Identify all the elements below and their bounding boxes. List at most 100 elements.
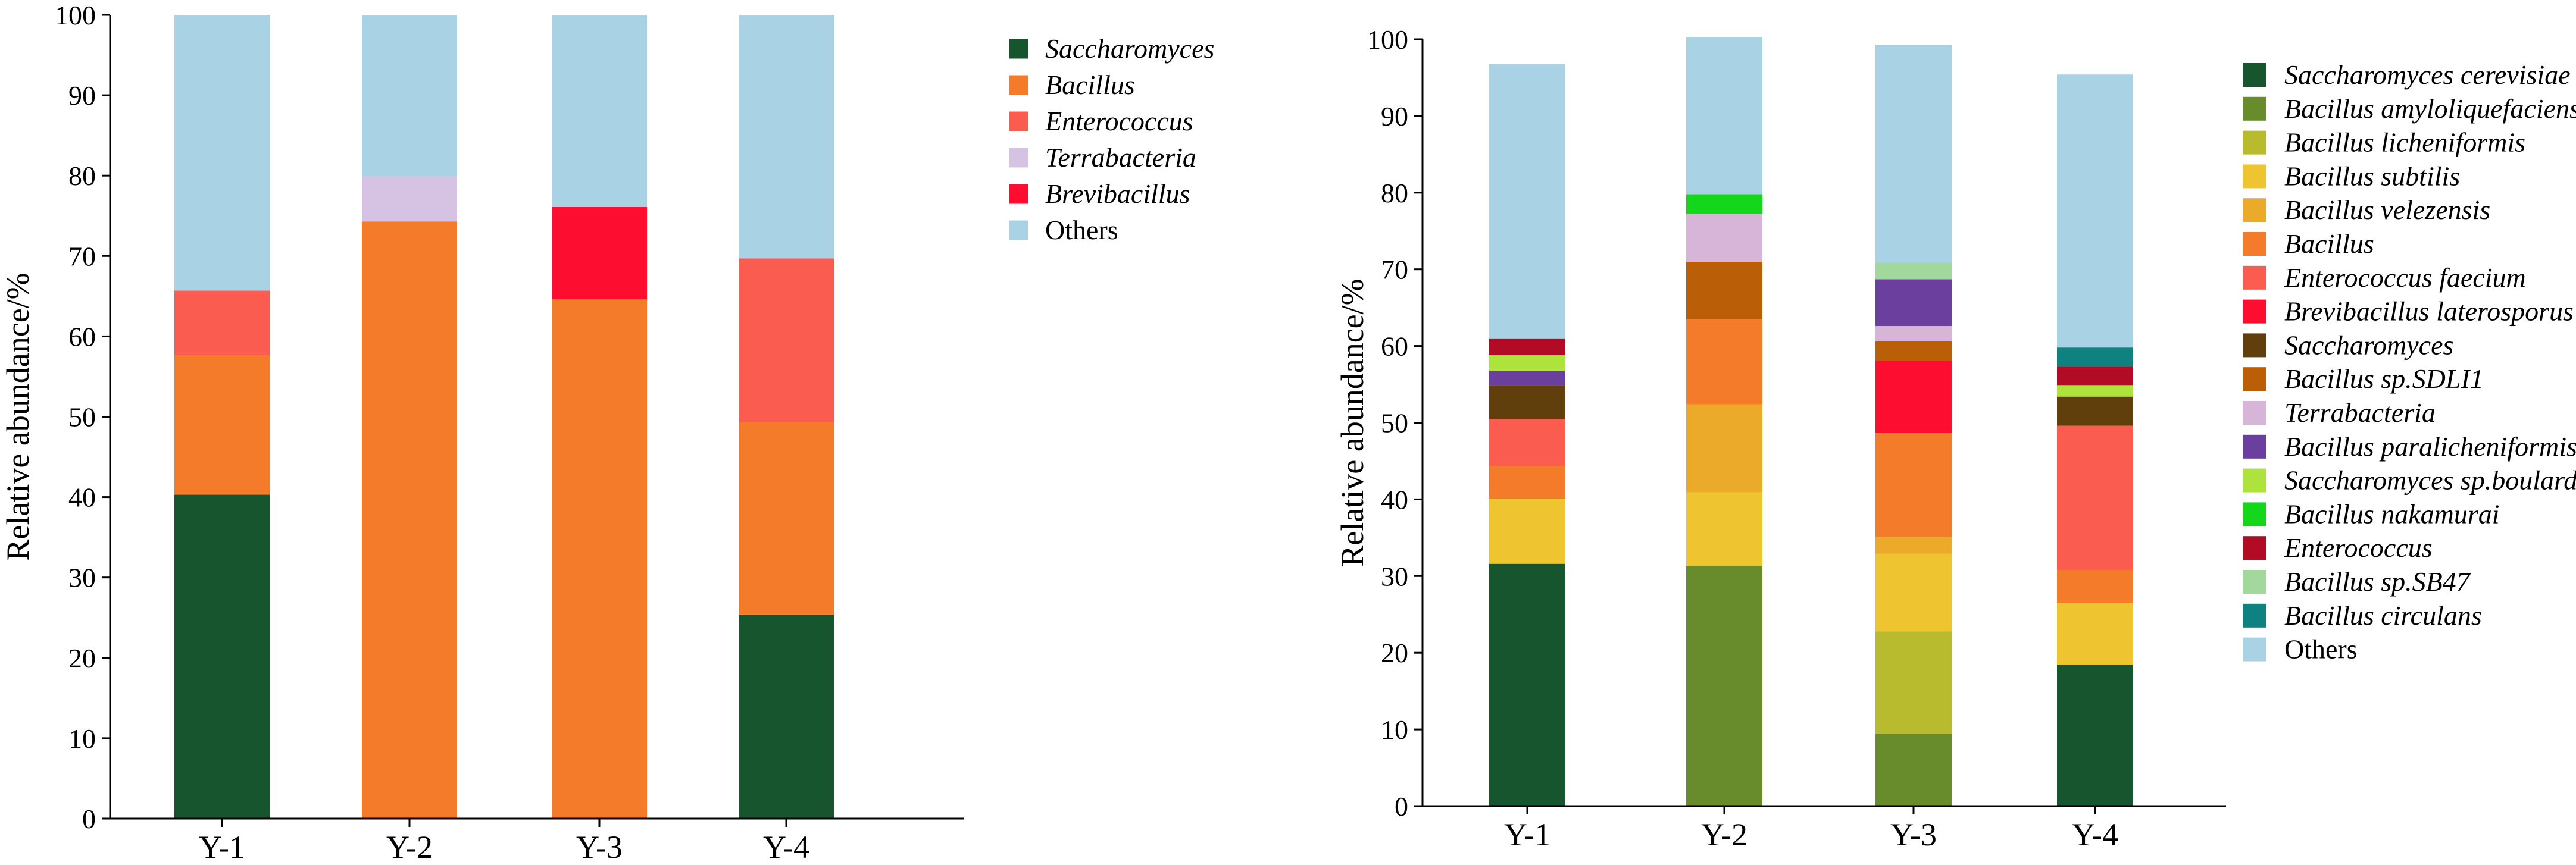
bar-segment-y-4-0 <box>739 614 834 819</box>
legend-swatch <box>2243 502 2266 526</box>
bar-segment-y-1-8 <box>1489 385 1565 419</box>
bar-segment-y-2-5 <box>362 15 457 177</box>
y-tick-label: 80 <box>68 161 96 191</box>
bar-segment-y-3-5 <box>1875 432 1952 537</box>
bar-segment-y-2-4 <box>1686 404 1762 493</box>
bar-segment-y-4-2 <box>739 258 834 422</box>
bar-segment-y-3-2 <box>1875 631 1952 734</box>
x-tick-label: Y-3 <box>1890 817 1937 853</box>
bar-segment-y-1-17 <box>1489 64 1565 339</box>
bar-segment-y-1-12 <box>1489 355 1565 371</box>
legend-swatch <box>2243 367 2266 391</box>
bar-segment-y-4-0 <box>2057 665 2133 806</box>
bar-segment-y-1-11 <box>1489 370 1565 386</box>
legend-label: Bacillus paralicheniformis <box>2284 431 2576 462</box>
legend-label: Bacillus sp.SDLI1 <box>2284 363 2484 394</box>
legend-label: Bacillus subtilis <box>2284 161 2460 191</box>
legend-label: Others <box>2284 634 2358 665</box>
legend-swatch <box>2243 333 2266 358</box>
legend-label: Bacillus nakamurai <box>2284 499 2500 529</box>
legend-swatch <box>2243 96 2266 121</box>
bar-segment-y-4-17 <box>2057 74 2133 348</box>
bar-segment-y-2-17 <box>1686 37 1762 195</box>
bar-segment-y-1-0 <box>174 494 270 819</box>
bar-segment-y-4-5 <box>2057 569 2133 603</box>
bar-segment-y-1-3 <box>1489 499 1565 564</box>
y-tick-label: 100 <box>1367 24 1408 55</box>
bar-segment-y-4-16 <box>2057 347 2133 367</box>
legend-swatch <box>1009 148 1028 168</box>
y-tick-label: 20 <box>1381 638 1408 668</box>
y-tick-label: 40 <box>68 482 96 513</box>
legend-swatch <box>2243 198 2266 222</box>
legend-swatch <box>2243 434 2266 459</box>
legend-label: Saccharomyces sp.boulardii <box>2284 465 2576 496</box>
chart-left: 0 10 20 30 40 50 60 70 80 90 100 Y-1 Y-2 Y-3 Y-4 Relati… <box>0 0 1214 865</box>
bar-segment-y-1-5 <box>174 15 270 291</box>
bar-segment-y-1-1 <box>174 355 270 495</box>
y-tick-label: 100 <box>55 0 96 30</box>
legend-label: Bacillus <box>2284 228 2374 259</box>
legend-label: Enterococcus <box>1045 106 1193 136</box>
y-tick-label: 50 <box>1381 408 1408 438</box>
bar-segment-y-3-4 <box>552 206 647 300</box>
y-tick-label: 90 <box>1381 101 1408 131</box>
bar-segment-y-2-3 <box>362 176 457 222</box>
x-tick-label: Y-1 <box>1504 817 1550 853</box>
legend-label: Bacillus velezensis <box>2284 195 2490 225</box>
bar-segment-y-4-8 <box>2057 396 2133 426</box>
bar-segment-y-2-13 <box>1686 194 1762 214</box>
bar-segment-y-3-17 <box>1875 45 1952 263</box>
y-tick-label: 60 <box>1381 331 1408 362</box>
x-tick-label: Y-2 <box>386 829 433 865</box>
y-tick-label: 0 <box>82 804 96 834</box>
y-tick-label: 0 <box>1395 791 1408 822</box>
legend-label: Bacillus amyloliquefaciens <box>2284 93 2576 124</box>
legend-label: Bacillus <box>1045 70 1135 100</box>
bar-segment-y-1-14 <box>1489 338 1565 356</box>
legend-label: Bacillus sp.SB47 <box>2284 566 2471 597</box>
legend-swatch <box>2243 637 2266 662</box>
y-axis-title: Relative abundance/% <box>1334 278 1370 566</box>
legend-swatch <box>2243 130 2266 155</box>
legend-swatch <box>2243 299 2266 324</box>
bar-segment-y-3-11 <box>1875 279 1952 327</box>
bar-segment-y-3-1 <box>1875 734 1952 806</box>
legend-label: Others <box>1045 215 1118 245</box>
legend-label: Enterococcus <box>2284 532 2433 563</box>
x-tick-label: Y-4 <box>763 829 809 865</box>
legend-label: Brevibacillus laterosporus <box>2284 296 2574 327</box>
legend-label: Brevibacillus <box>1045 178 1190 209</box>
bar-segment-y-1-6 <box>1489 419 1565 466</box>
bar-segment-y-3-4 <box>1875 537 1952 554</box>
y-tick-label: 20 <box>68 643 96 673</box>
bar-segment-y-2-5 <box>1686 319 1762 405</box>
legend-swatch <box>1009 75 1028 95</box>
legend-swatch <box>2243 401 2266 425</box>
y-tick-label: 80 <box>1381 178 1408 208</box>
y-axis-title: Relative abundance/% <box>0 272 36 560</box>
bar-segment-y-2-9 <box>1686 261 1762 319</box>
bar-segment-y-3-7 <box>1875 361 1952 433</box>
legend-swatch <box>1009 220 1028 240</box>
y-tick-label: 60 <box>68 321 96 352</box>
bar-segment-y-1-2 <box>174 290 270 356</box>
legend-label: Bacillus circulans <box>2284 600 2482 631</box>
legend-label: Saccharomyces cerevisiae <box>2284 59 2571 90</box>
legend-swatch <box>2243 265 2266 290</box>
bar-segment-y-3-1 <box>552 299 647 819</box>
bar-segment-y-4-3 <box>2057 603 2133 665</box>
y-tick-label: 40 <box>1381 484 1408 515</box>
y-tick-label: 90 <box>68 80 96 111</box>
y-tick-label: 10 <box>1381 714 1408 745</box>
bar-segment-y-3-10 <box>1875 326 1952 341</box>
bar-segment-y-4-5 <box>739 15 834 259</box>
legend-label: Terrabacteria <box>1045 142 1196 173</box>
bar-segment-y-3-9 <box>1875 341 1952 361</box>
legend-label: Saccharomyces <box>2284 330 2453 360</box>
y-tick-label: 70 <box>68 241 96 271</box>
y-tick-label: 70 <box>1381 255 1408 285</box>
x-tick-label: Y-2 <box>1701 817 1747 853</box>
x-tick-label: Y-3 <box>576 829 623 865</box>
legend-swatch <box>1009 184 1028 204</box>
